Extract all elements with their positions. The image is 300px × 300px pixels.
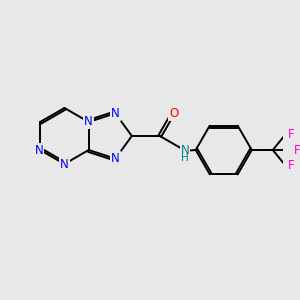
Text: N: N — [34, 143, 43, 157]
Text: H: H — [181, 153, 189, 164]
Text: N: N — [111, 152, 120, 165]
Text: N: N — [60, 158, 69, 170]
Text: N: N — [111, 107, 120, 120]
Text: N: N — [181, 144, 189, 157]
Text: F: F — [288, 128, 294, 141]
Text: F: F — [288, 159, 294, 172]
Text: O: O — [169, 107, 178, 120]
Text: N: N — [84, 116, 93, 128]
Text: F: F — [294, 143, 300, 157]
